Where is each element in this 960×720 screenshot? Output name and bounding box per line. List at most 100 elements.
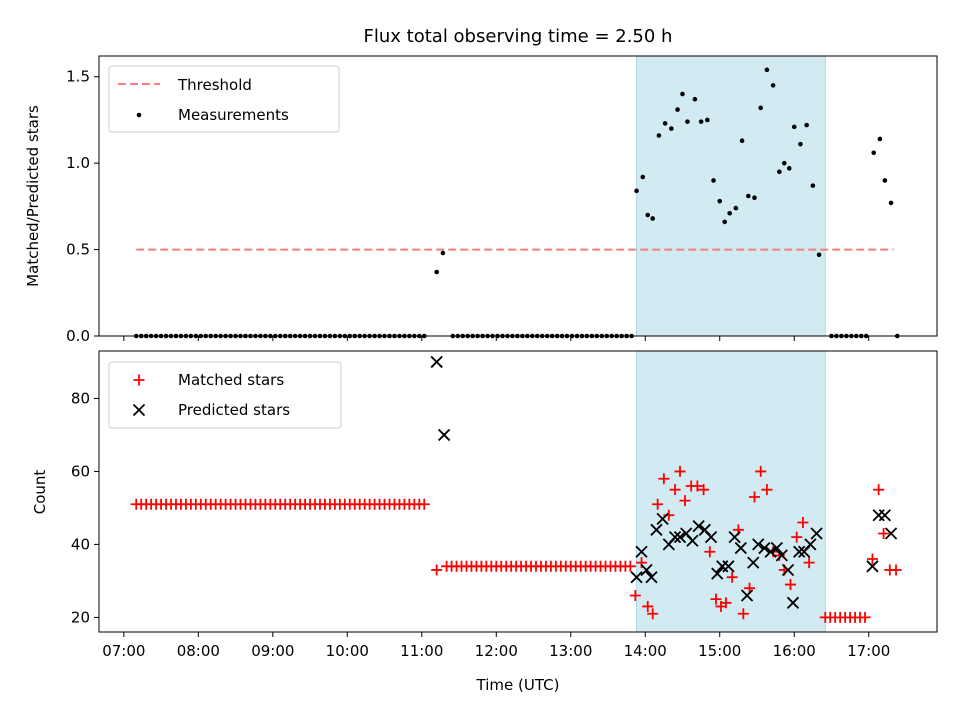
y-tick-label: 0.0 bbox=[66, 327, 90, 345]
count-panel-ylabel: Count bbox=[31, 470, 49, 515]
matched-star-point bbox=[761, 484, 773, 496]
measurement-point bbox=[662, 121, 668, 126]
measurement-point bbox=[882, 178, 888, 183]
measurement-point bbox=[705, 117, 710, 123]
observing-window-span bbox=[636, 55, 826, 337]
predicted-star-point bbox=[430, 355, 443, 369]
count-panel: 20 40 60 80 07:00 08:00 09:00 10:00 11:00 12:00 1… bbox=[31, 350, 938, 660]
y-tick-label: 40 bbox=[71, 535, 90, 553]
y-tick-label: 1.5 bbox=[66, 68, 90, 86]
predicted-star-point bbox=[878, 509, 891, 522]
predicted-star-point bbox=[770, 541, 783, 555]
measurement-point bbox=[680, 91, 685, 97]
x-tick-label: 13:00 bbox=[549, 642, 592, 660]
matched-star-point bbox=[873, 484, 885, 496]
measurement-point bbox=[645, 212, 651, 218]
measurement-point bbox=[816, 252, 822, 258]
matched-star-point bbox=[755, 465, 767, 477]
predicted-star-point bbox=[656, 512, 669, 526]
measurement-point bbox=[739, 138, 745, 143]
measurement-point bbox=[888, 200, 894, 206]
measurement-point bbox=[669, 126, 674, 131]
predicted-star-point bbox=[747, 556, 760, 569]
predicted-star-point bbox=[692, 520, 705, 533]
y-tick-label: 20 bbox=[71, 608, 90, 626]
measurement-point bbox=[692, 96, 698, 102]
matched-star-point bbox=[710, 593, 722, 605]
matched-star-point bbox=[629, 590, 641, 602]
count-legend-box bbox=[108, 361, 342, 429]
legend-matched-swatch bbox=[133, 374, 145, 386]
predicted-star-point bbox=[686, 534, 699, 547]
count-panel-frame bbox=[98, 350, 938, 633]
predicted-star-point bbox=[630, 571, 643, 584]
y-tick-label: 1.0 bbox=[66, 154, 90, 172]
predicted-star-point bbox=[810, 527, 823, 540]
x-tick-label: 14:00 bbox=[624, 642, 667, 660]
predicted-star-point bbox=[804, 538, 817, 551]
legend-predicted-label: Predicted stars bbox=[178, 401, 290, 419]
measurement-point bbox=[675, 107, 680, 112]
x-tick-label: 15:00 bbox=[698, 642, 741, 660]
matched-star-point bbox=[698, 484, 710, 496]
matched-star-point bbox=[797, 517, 809, 529]
measurement-point bbox=[877, 136, 883, 142]
measurement-point bbox=[781, 160, 787, 166]
matched-star-point bbox=[642, 600, 654, 612]
matched-star-point bbox=[720, 597, 732, 609]
y-tick-label: 80 bbox=[71, 389, 90, 407]
matched-star-point bbox=[890, 564, 902, 576]
measurement-point bbox=[685, 119, 690, 124]
matched-star-point bbox=[737, 608, 749, 620]
matched-star-point bbox=[624, 560, 636, 572]
ratio-panel-ylabel: Matched/Predicted stars bbox=[24, 105, 42, 287]
measurement-point bbox=[722, 219, 728, 225]
predicted-star-point bbox=[728, 530, 741, 544]
matched-star-point bbox=[803, 557, 815, 569]
matched-star-point bbox=[669, 484, 681, 496]
measurement-point bbox=[791, 124, 797, 130]
measurement-point bbox=[733, 205, 739, 211]
predicted-star-point bbox=[734, 541, 747, 555]
measurement-point bbox=[770, 83, 776, 88]
measurement-point bbox=[717, 198, 723, 204]
measurement-point bbox=[656, 133, 662, 138]
predicted-star-point bbox=[775, 549, 788, 562]
matched-star-point bbox=[749, 491, 761, 503]
x-tick-label: 16:00 bbox=[773, 642, 816, 660]
ratio-panel-frame bbox=[98, 55, 938, 337]
predicted-star-point bbox=[711, 567, 724, 580]
legend-measurements-label: Measurements bbox=[178, 106, 289, 124]
x-tick-label: 10:00 bbox=[326, 642, 369, 660]
measurement-point bbox=[810, 183, 816, 188]
measurement-point bbox=[440, 250, 446, 256]
x-tick-label: 12:00 bbox=[475, 642, 518, 660]
predicted-star-point bbox=[650, 523, 663, 536]
measurement-point bbox=[804, 122, 809, 128]
measurement-point bbox=[727, 210, 732, 216]
legend-threshold-label: Threshold bbox=[177, 76, 252, 94]
x-tick-label: 09:00 bbox=[251, 642, 294, 660]
predicted-star-point bbox=[640, 563, 653, 577]
predicted-star-point bbox=[872, 509, 885, 522]
predicted-star-point bbox=[740, 589, 754, 602]
measurement-point bbox=[650, 216, 656, 221]
measurement-point bbox=[764, 67, 770, 73]
ratio-legend-box bbox=[108, 65, 340, 133]
measurement-point bbox=[786, 166, 792, 171]
predicted-star-point bbox=[635, 545, 648, 558]
matched-star-point bbox=[704, 546, 716, 558]
predicted-star-point bbox=[793, 545, 806, 558]
measurement-point bbox=[798, 141, 803, 147]
x-tick-label: 08:00 bbox=[177, 642, 220, 660]
matched-star-point bbox=[674, 465, 686, 477]
measurement-point bbox=[698, 119, 704, 124]
matched-star-point bbox=[791, 531, 803, 543]
predicted-star-point bbox=[764, 545, 777, 558]
measurement-point bbox=[634, 188, 639, 194]
predicted-star-point bbox=[866, 560, 879, 573]
matched-star-point bbox=[418, 498, 430, 510]
matched-star-point bbox=[691, 480, 703, 492]
predicted-star-point bbox=[758, 541, 771, 555]
